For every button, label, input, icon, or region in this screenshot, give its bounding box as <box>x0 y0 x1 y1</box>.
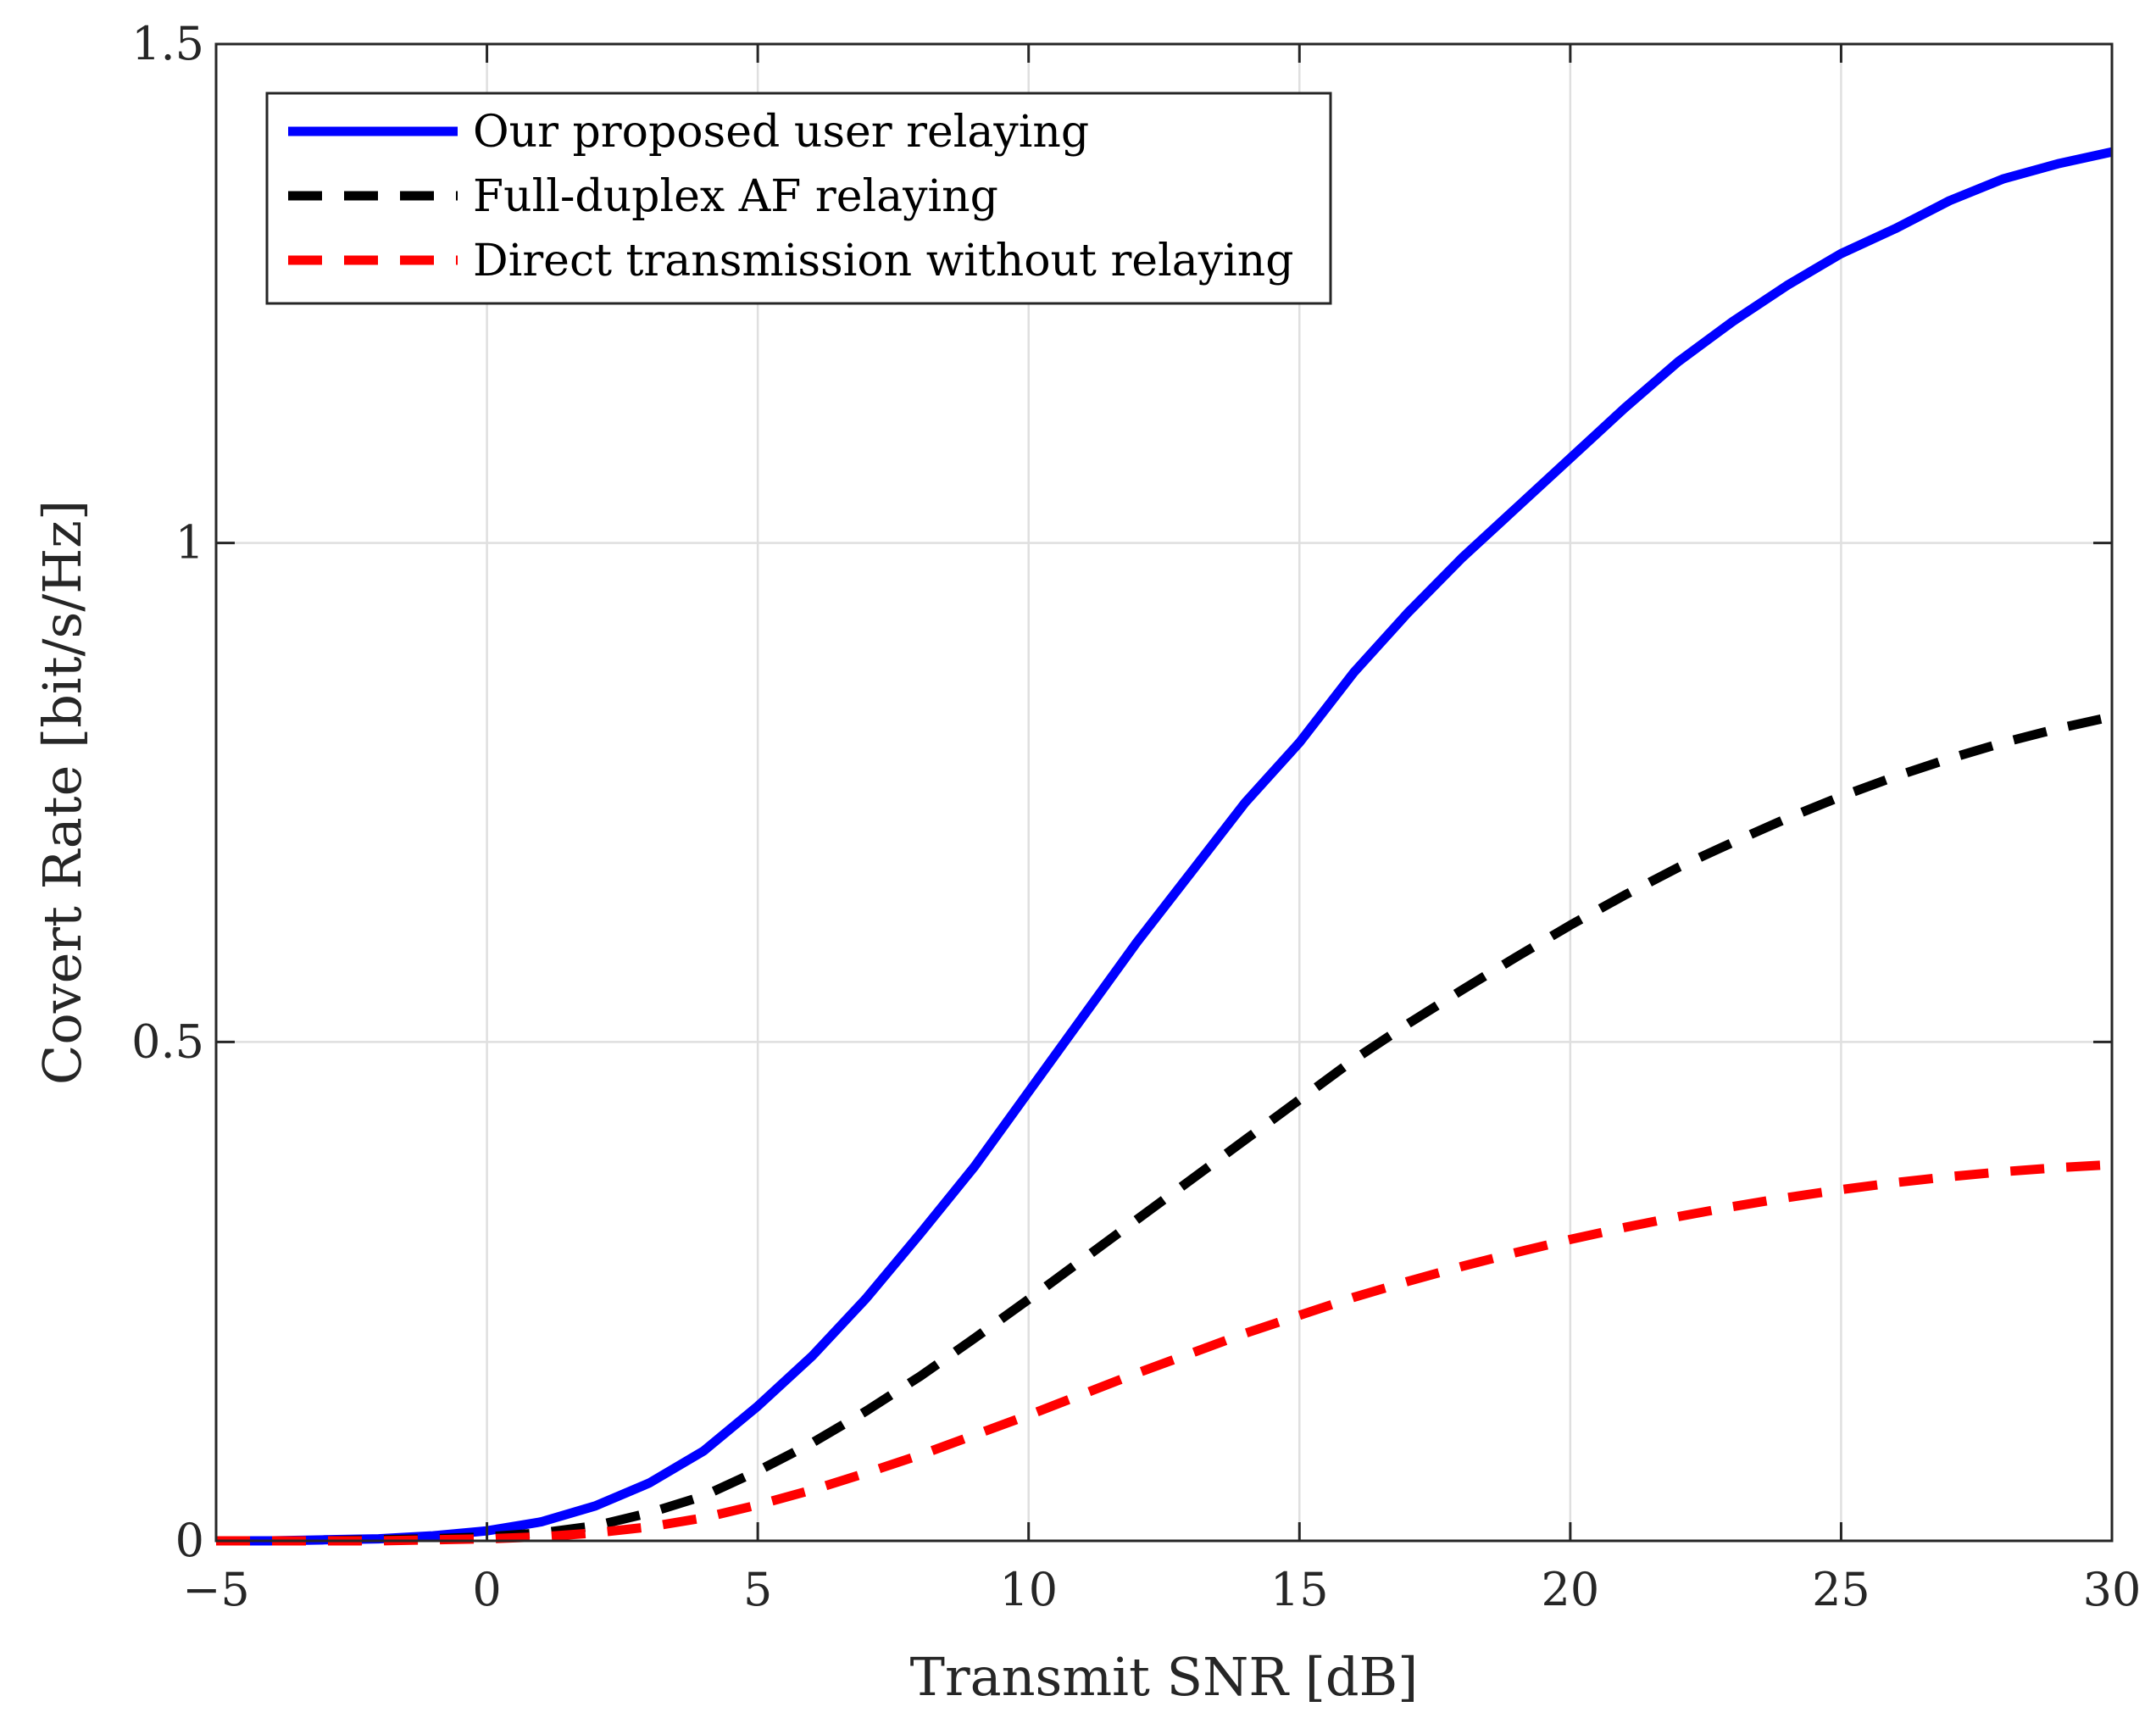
legend-label-3: Direct transmission without relaying <box>473 236 1294 286</box>
x-tick-label: 0 <box>472 1563 501 1616</box>
y-axis-label: Covert Rate [bit/s/Hz] <box>31 500 93 1085</box>
legend: Our proposed user relaying Full-duplex AF… <box>265 92 1332 305</box>
series-line-3 <box>216 1159 2113 1546</box>
x-axis-label: Transmit SNR [dB] <box>910 1646 1419 1708</box>
x-tick-label: 20 <box>1541 1563 1599 1616</box>
x-tick-label: 10 <box>999 1563 1058 1616</box>
x-tick-label: 15 <box>1270 1563 1329 1616</box>
x-tick-label: 5 <box>743 1563 772 1616</box>
legend-items: Our proposed user relaying Full-duplex AF… <box>288 107 1294 286</box>
legend-label-1: Our proposed user relaying <box>473 107 1089 158</box>
ticks <box>214 42 2114 1543</box>
x-tick-label: 25 <box>1812 1563 1870 1616</box>
y-tick-label: 1 <box>175 516 204 570</box>
x-tick-label: 30 <box>2083 1563 2142 1616</box>
x-tick-label: −5 <box>182 1563 250 1616</box>
axes-frame <box>214 42 2114 1543</box>
series-lines <box>216 147 2114 1546</box>
legend-label-2: Full-duplex AF relaying <box>473 171 998 222</box>
y-tick-label: 0.5 <box>131 1015 204 1068</box>
y-tick-label: 0 <box>175 1514 204 1567</box>
series-line-1 <box>216 147 2114 1546</box>
y-tick-label: 1.5 <box>131 17 204 70</box>
